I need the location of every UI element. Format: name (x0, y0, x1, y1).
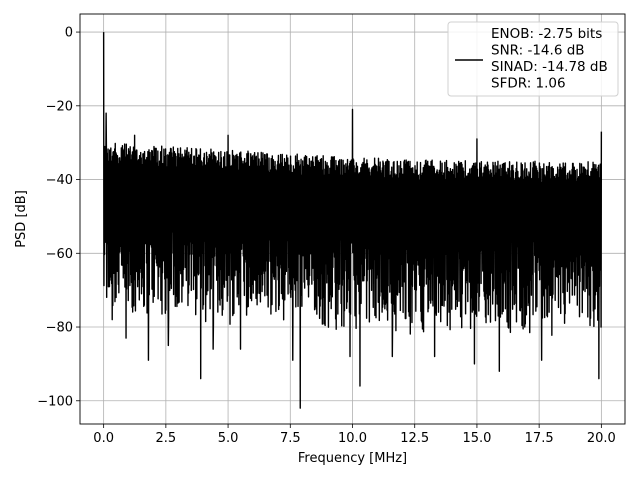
psd-trace (102, 32, 603, 409)
x-tick-label: 20.0 (587, 431, 616, 446)
legend-label: SINAD: -14.78 dB (491, 59, 608, 75)
y-tick-label: −60 (46, 247, 73, 262)
y-tick-label: −100 (37, 394, 73, 409)
x-axis-label: Frequency [MHz] (298, 451, 407, 466)
legend-box (447, 21, 619, 97)
x-tick-label: 12.5 (400, 431, 429, 446)
x-tick-label: 5.0 (218, 431, 239, 446)
legend-label: ENOB: -2.75 bits (491, 26, 602, 42)
x-tick-label: 10.0 (338, 431, 367, 446)
x-tick-label: 15.0 (462, 431, 491, 446)
legend-label: SFDR: 1.06 (491, 76, 566, 92)
y-tick-label: 0 (65, 26, 73, 41)
y-tick-label: −40 (46, 173, 73, 188)
x-tick-label: 7.5 (280, 431, 301, 446)
y-tick-label: −20 (46, 99, 73, 114)
y-axis-label: PSD [dB] (14, 190, 29, 248)
axis-ticks: 0.0 2.5 5.0 7.5 10.0 12.5 15.0 17.5 20.0 0 −20 −40 −… (37, 26, 616, 446)
x-tick-label: 17.5 (525, 431, 554, 446)
y-tick-label: −80 (46, 321, 73, 336)
x-tick-label: 2.5 (156, 431, 177, 446)
plot-area (102, 32, 603, 409)
x-tick-label: 0.0 (93, 431, 114, 446)
legend-label: SNR: -14.6 dB (491, 43, 585, 59)
